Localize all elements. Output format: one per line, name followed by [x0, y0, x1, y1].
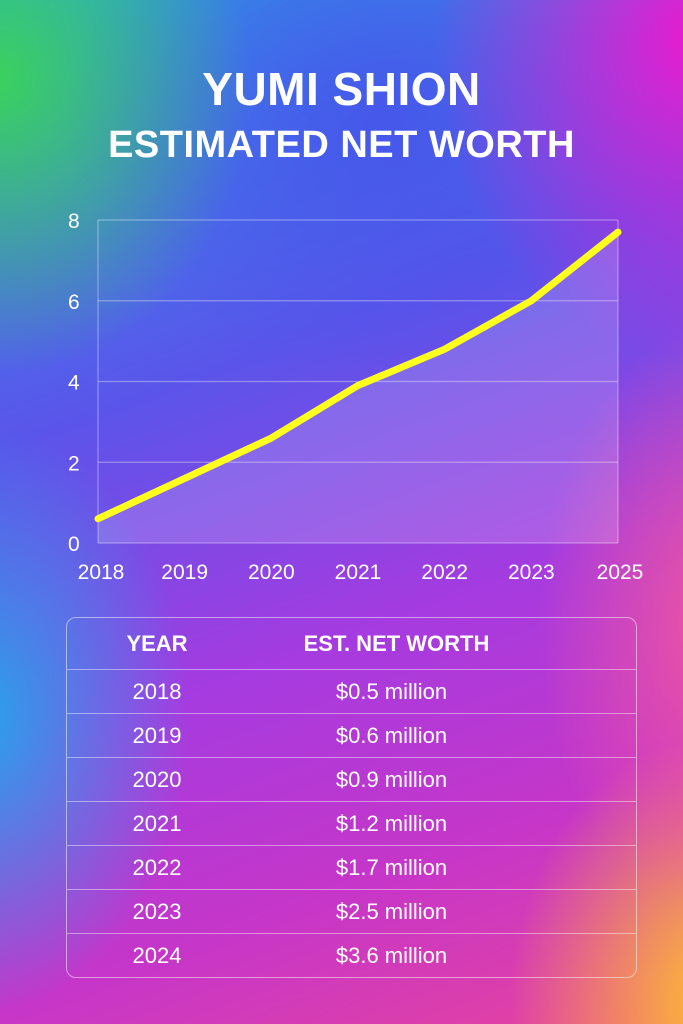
data-point-2022 [441, 346, 448, 353]
cell-year: 2022 [132, 854, 182, 880]
header-year: YEAR [126, 630, 188, 656]
table-row: 2022 $1.7 million [67, 845, 636, 889]
data-point-2021 [355, 382, 361, 389]
x-tick-label: 2019 [161, 561, 208, 584]
cell-net-worth: $1.2 million [335, 810, 448, 836]
table-row: 2023 $2.5 million [67, 889, 636, 933]
x-tick-label: 2018 [78, 561, 125, 584]
table-header-row: YEAR EST. NET WORTH [67, 618, 636, 669]
y-tick-label: 4 [68, 372, 80, 395]
x-tick-label: 2022 [421, 561, 468, 584]
cell-year: 2020 [132, 766, 182, 792]
x-tick-label: 2025 [597, 561, 644, 584]
cell-year: 2019 [132, 722, 182, 748]
cell-year: 2021 [132, 810, 182, 836]
y-axis-ticks: 0 2 4 6 8 [68, 210, 80, 556]
page-title: YUMI SHION [202, 63, 481, 115]
data-point-2020 [268, 435, 275, 442]
table-row: 2019 $0.6 million [67, 713, 636, 757]
data-point-2018 [95, 515, 101, 522]
cell-net-worth: $0.5 million [335, 678, 448, 704]
cell-year: 2023 [132, 898, 182, 924]
net-worth-table: YEAR EST. NET WORTH 2018 $0.5 million 20… [66, 617, 637, 978]
y-tick-label: 2 [68, 452, 80, 475]
cell-year: 2018 [132, 678, 182, 704]
y-tick-label: 0 [68, 533, 80, 556]
cell-net-worth: $1.7 million [335, 854, 448, 880]
x-tick-label: 2023 [508, 561, 555, 584]
cell-net-worth: $3.6 million [335, 942, 448, 968]
cell-net-worth: $2.5 million [335, 898, 448, 924]
table-row: 2021 $1.2 million [67, 801, 636, 845]
table-row: 2020 $0.9 million [67, 757, 636, 801]
cell-net-worth: $0.9 million [335, 766, 448, 792]
table-row: 2018 $0.5 million [67, 669, 636, 713]
y-tick-label: 8 [68, 210, 80, 233]
cell-year: 2024 [132, 942, 182, 968]
chart-line-layer [94, 228, 622, 523]
x-axis-ticks: 2018 2019 2020 2021 2022 2023 2025 [78, 561, 644, 584]
table-row: 2024 $3.6 million [67, 933, 636, 977]
x-tick-label: 2021 [335, 561, 382, 584]
page-subtitle: ESTIMATED NET WORTH [108, 124, 575, 166]
header-net-worth: EST. NET WORTH [303, 630, 490, 656]
data-point-2019 [181, 475, 188, 482]
data-point-2025 [615, 229, 621, 236]
cell-net-worth: $0.6 million [335, 722, 448, 748]
x-tick-label: 2020 [248, 561, 295, 584]
data-point-2023 [528, 297, 535, 304]
y-tick-label: 6 [68, 291, 80, 314]
